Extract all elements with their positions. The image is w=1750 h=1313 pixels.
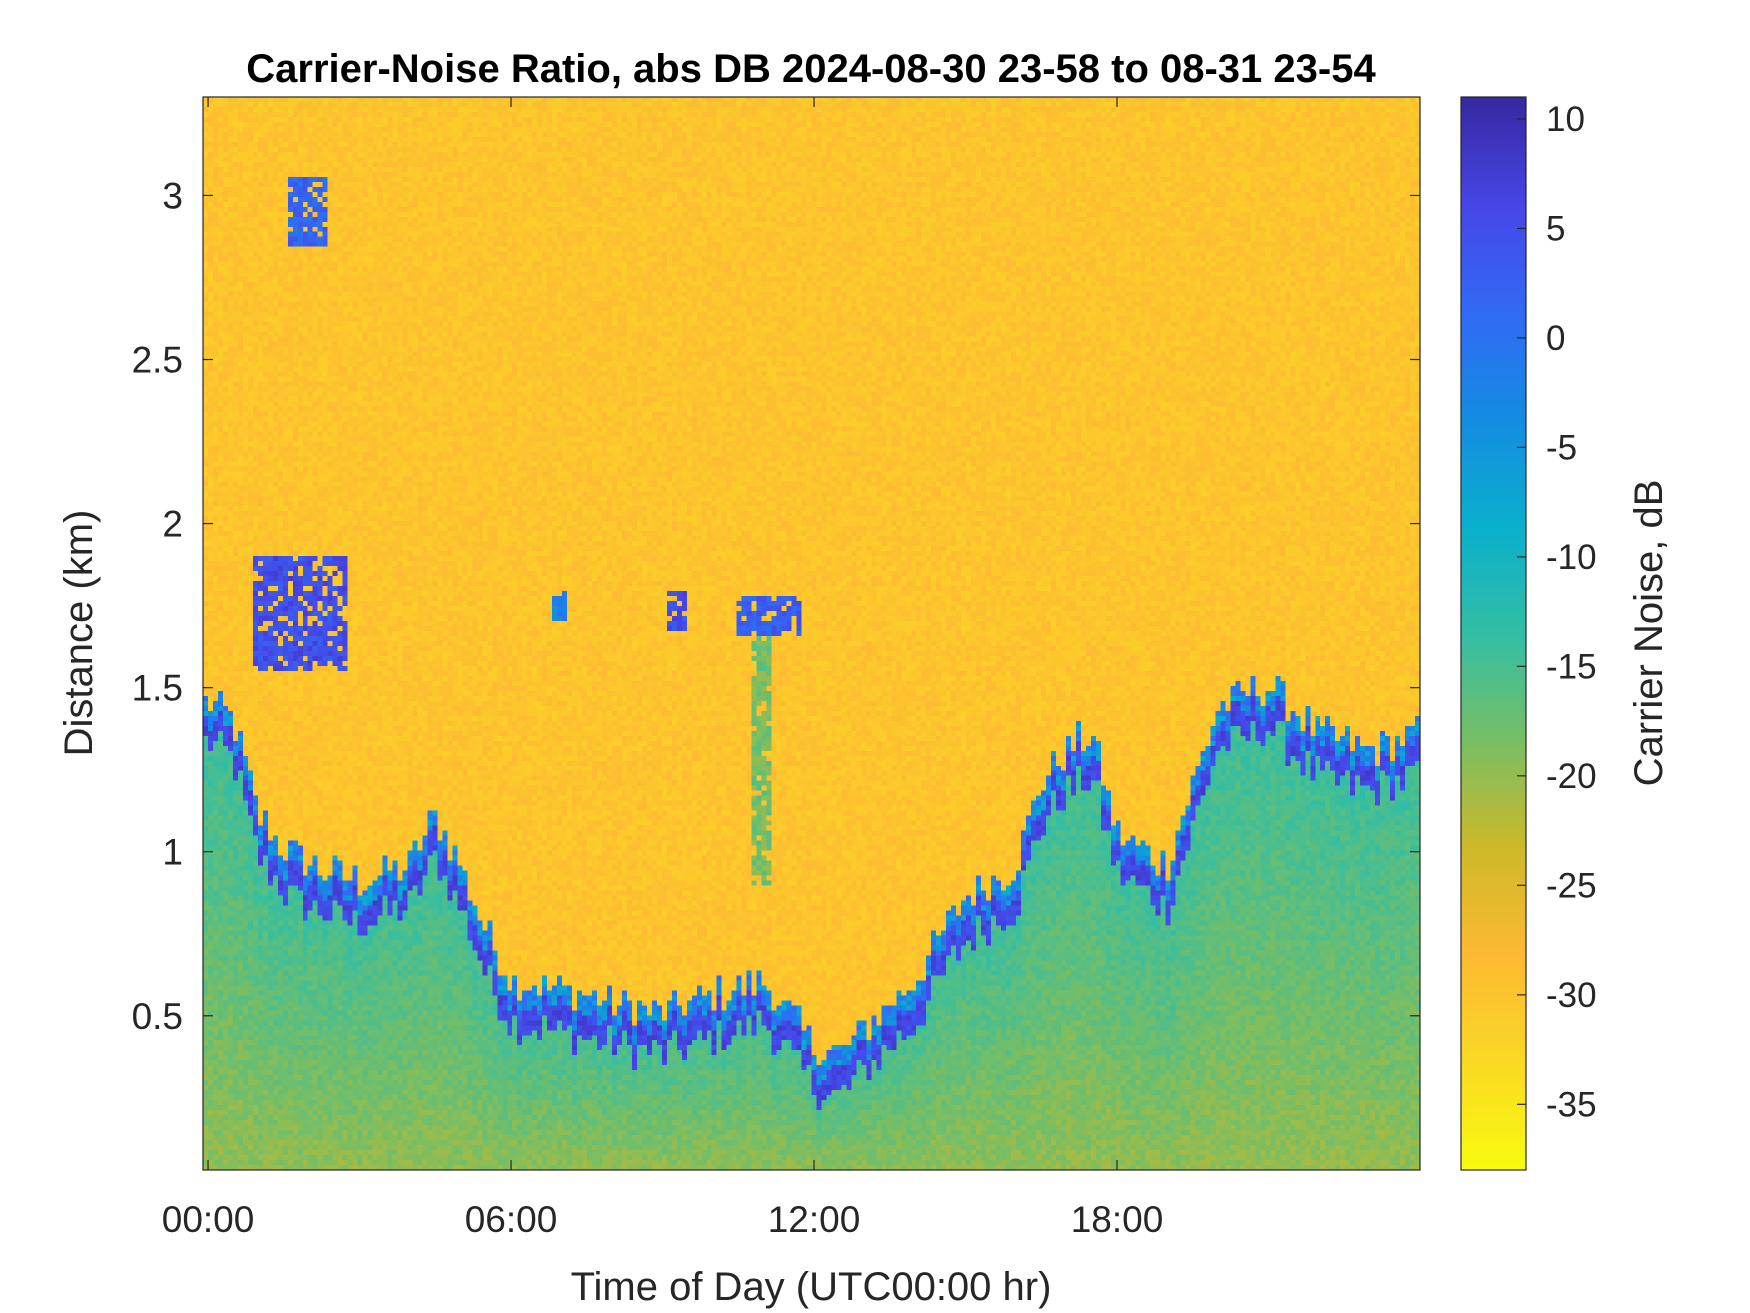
y-tick-label: 0.5 (132, 996, 183, 1037)
colorbar-tick-label: -5 (1546, 428, 1577, 467)
colorbar-ticks: 10 5 0 -5 -10 -15 -20 -25 -30 -35 (1517, 100, 1597, 1124)
colorbar-label: Carrier Noise, dB (1627, 480, 1671, 787)
colorbar-gradient (1460, 96, 1527, 1171)
colorbar-tick-label: 10 (1546, 100, 1585, 139)
y-tick-label: 1 (162, 832, 183, 873)
colorbar-tick-label: -15 (1546, 647, 1597, 686)
x-axis: 00:00 06:00 12:00 18:00 (162, 97, 1164, 1240)
y-tick-label: 2.5 (132, 340, 183, 381)
colorbar-tick-label: -25 (1546, 866, 1597, 905)
colorbar-tick-label: -35 (1546, 1085, 1597, 1124)
plot-area (202, 96, 1421, 1171)
x-tick-label: 18:00 (1071, 1199, 1164, 1240)
colorbar-tick-label: 0 (1546, 319, 1565, 358)
colorbar: 10 5 0 -5 -10 -15 -20 -25 -30 -35 (1460, 96, 1597, 1171)
y-tick-label: 3 (162, 175, 183, 216)
colorbar-tick-label: 5 (1546, 209, 1565, 248)
y-axis-label: Distance (km) (57, 510, 101, 757)
y-tick-label: 1.5 (132, 668, 183, 709)
colorbar-tick-label: -20 (1546, 757, 1597, 796)
plot-frame (202, 96, 1421, 1171)
colorbar-tick-label: -10 (1546, 538, 1597, 577)
chart-title: Carrier-Noise Ratio, abs DB 2024-08-30 2… (246, 47, 1376, 91)
y-axis: 0.5 1 1.5 2 2.5 3 (132, 175, 1420, 1037)
x-tick-label: 12:00 (768, 1199, 861, 1240)
heatmap (203, 97, 1420, 1170)
colorbar-tick-label: -30 (1546, 976, 1597, 1015)
x-tick-label: 06:00 (465, 1199, 558, 1240)
x-axis-label: Time of Day (UTC00:00 hr) (571, 1265, 1052, 1309)
y-tick-label: 2 (162, 504, 183, 545)
x-tick-label: 00:00 (162, 1199, 255, 1240)
